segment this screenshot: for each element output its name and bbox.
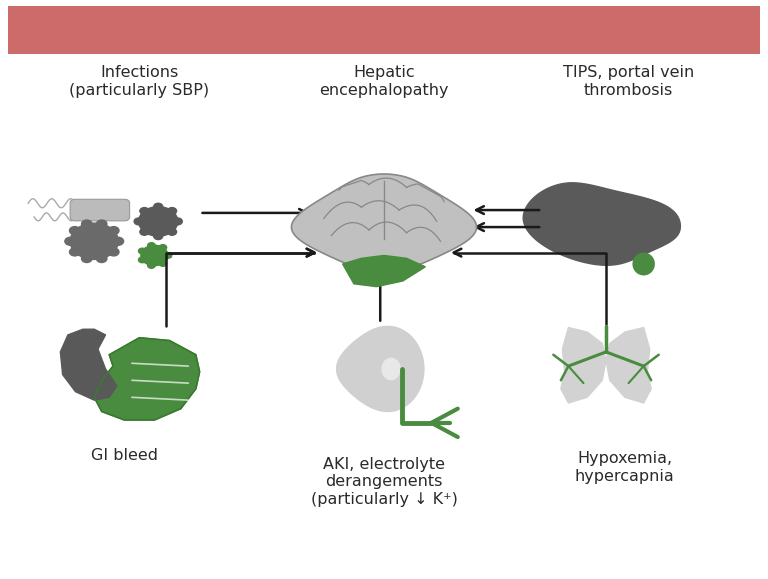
Circle shape xyxy=(97,220,107,228)
Circle shape xyxy=(164,252,172,258)
Polygon shape xyxy=(343,255,425,287)
Circle shape xyxy=(154,203,163,210)
Ellipse shape xyxy=(633,253,654,275)
Circle shape xyxy=(138,257,146,263)
Circle shape xyxy=(134,218,143,225)
Polygon shape xyxy=(606,328,651,403)
Circle shape xyxy=(108,248,119,256)
Polygon shape xyxy=(94,338,200,420)
Circle shape xyxy=(167,208,177,214)
Circle shape xyxy=(69,226,80,234)
Circle shape xyxy=(159,261,167,266)
Ellipse shape xyxy=(382,358,400,380)
Bar xyxy=(8,6,760,54)
Polygon shape xyxy=(336,327,424,412)
Circle shape xyxy=(140,208,149,214)
Text: Major risk factors: Major risk factors xyxy=(293,20,475,40)
Circle shape xyxy=(147,243,155,248)
Circle shape xyxy=(147,262,155,268)
Polygon shape xyxy=(523,183,680,265)
Circle shape xyxy=(140,229,149,235)
Text: Hypoxemia,
hypercapnia: Hypoxemia, hypercapnia xyxy=(575,451,675,483)
Circle shape xyxy=(141,245,168,266)
FancyBboxPatch shape xyxy=(70,199,130,221)
Polygon shape xyxy=(291,174,477,270)
Circle shape xyxy=(70,223,118,259)
Circle shape xyxy=(167,229,177,235)
Circle shape xyxy=(81,255,92,262)
Text: Hepatic
encephalopathy: Hepatic encephalopathy xyxy=(319,65,449,98)
Circle shape xyxy=(174,218,182,225)
Circle shape xyxy=(159,245,167,250)
Circle shape xyxy=(113,237,124,245)
Circle shape xyxy=(108,226,119,234)
Circle shape xyxy=(69,248,80,256)
Polygon shape xyxy=(61,329,117,400)
Circle shape xyxy=(154,233,163,240)
Text: TIPS, portal vein
thrombosis: TIPS, portal vein thrombosis xyxy=(563,65,694,98)
Text: AKI, electrolyte
derangements
(particularly ↓ K⁺): AKI, electrolyte derangements (particula… xyxy=(310,457,458,507)
Circle shape xyxy=(65,237,75,245)
Circle shape xyxy=(139,207,177,236)
Circle shape xyxy=(138,248,146,254)
Text: Infections
(particularly SBP): Infections (particularly SBP) xyxy=(69,65,210,98)
Circle shape xyxy=(81,220,92,228)
Circle shape xyxy=(97,255,107,262)
Polygon shape xyxy=(561,328,606,403)
Text: GI bleed: GI bleed xyxy=(91,448,158,463)
